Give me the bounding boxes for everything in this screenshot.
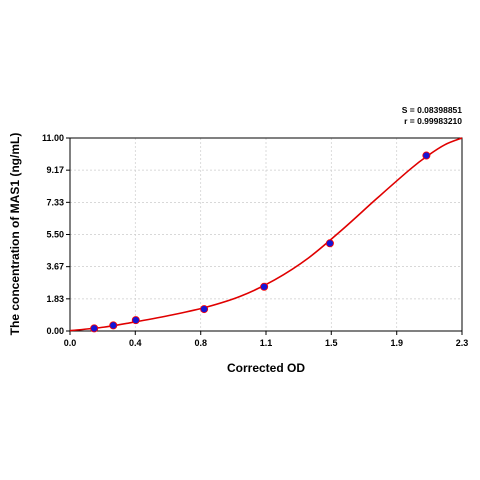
data-point	[325, 239, 334, 248]
data-point	[109, 321, 118, 330]
y-tick-label: 5.50	[46, 230, 64, 240]
x-tick-label: 0.8	[194, 338, 207, 348]
x-tick-label: 1.9	[390, 338, 403, 348]
y-tick-label: 9.17	[46, 165, 64, 175]
y-tick-label: 0.00	[46, 326, 64, 336]
stat-s: S = 0.08398851	[402, 105, 463, 115]
x-axis: 0.0 0.4 0.8 1.1 1.5 1.9 2.3	[64, 331, 469, 348]
data-points	[90, 151, 431, 333]
y-tick-label: 1.83	[46, 294, 64, 304]
y-tick-label: 11.00	[42, 133, 64, 143]
x-tick-label: 2.3	[456, 338, 469, 348]
y-axis: 0.00 1.83 3.67 5.50 7.33 9.17 11.00	[42, 133, 70, 336]
x-tick-label: 0.4	[129, 338, 142, 348]
y-tick-label: 3.67	[46, 262, 64, 272]
data-point	[200, 305, 209, 314]
x-tick-label: 1.1	[260, 338, 273, 348]
y-tick-label: 7.33	[46, 197, 64, 207]
data-point	[260, 282, 269, 291]
data-point	[90, 324, 99, 333]
data-point	[422, 151, 431, 160]
x-tick-label: 0.0	[64, 338, 77, 348]
data-point	[131, 316, 140, 325]
grid-lines	[70, 138, 462, 331]
x-axis-title: Corrected OD	[227, 361, 305, 375]
x-tick-label: 1.5	[325, 338, 338, 348]
y-axis-title: The concentration of MAS1 (ng/mL)	[8, 133, 22, 336]
stat-r: r = 0.99983210	[404, 116, 462, 126]
